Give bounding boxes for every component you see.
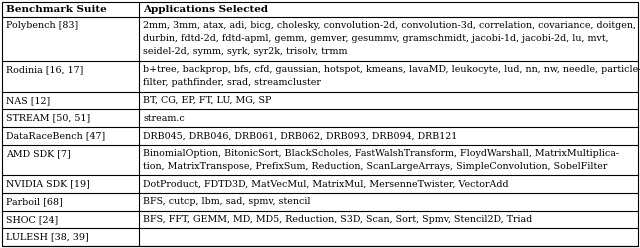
Text: 2mm, 3mm, atax, adi, bicg, cholesky, convolution-2d, convolution-3d, correlation: 2mm, 3mm, atax, adi, bicg, cholesky, con…: [143, 21, 636, 30]
Text: NAS [12]: NAS [12]: [6, 96, 51, 105]
Text: STREAM [50, 51]: STREAM [50, 51]: [6, 114, 91, 123]
Text: NVIDIA SDK [19]: NVIDIA SDK [19]: [6, 180, 90, 189]
Text: tion, MatrixTranspose, PrefixSum, Reduction, ScanLargeArrays, SimpleConvolution,: tion, MatrixTranspose, PrefixSum, Reduct…: [143, 162, 607, 171]
Text: DotProduct, FDTD3D, MatVecMul, MatrixMul, MersenneTwister, VectorAdd: DotProduct, FDTD3D, MatVecMul, MatrixMul…: [143, 180, 509, 189]
Text: Parboil [68]: Parboil [68]: [6, 197, 63, 206]
Text: BT, CG, EP, FT, LU, MG, SP: BT, CG, EP, FT, LU, MG, SP: [143, 96, 271, 105]
Text: durbin, fdtd-2d, fdtd-apml, gemm, gemver, gesummv, gramschmidt, jacobi-1d, jacob: durbin, fdtd-2d, fdtd-apml, gemm, gemver…: [143, 34, 609, 43]
Text: DRB045, DRB046, DRB061, DRB062, DRB093, DRB094, DRB121: DRB045, DRB046, DRB061, DRB062, DRB093, …: [143, 131, 458, 140]
Text: LULESH [38, 39]: LULESH [38, 39]: [6, 233, 89, 242]
Text: Rodinia [16, 17]: Rodinia [16, 17]: [6, 65, 84, 74]
Text: AMD SDK [7]: AMD SDK [7]: [6, 149, 71, 158]
Text: stream.c: stream.c: [143, 114, 185, 123]
Text: Polybench [83]: Polybench [83]: [6, 21, 79, 30]
Text: seidel-2d, symm, syrk, syr2k, trisolv, trmm: seidel-2d, symm, syrk, syr2k, trisolv, t…: [143, 47, 348, 57]
Text: Benchmark Suite: Benchmark Suite: [6, 5, 107, 14]
Text: DataRaceBench [47]: DataRaceBench [47]: [6, 131, 106, 140]
Text: BinomialOption, BitonicSort, BlackScholes, FastWalshTransform, FloydWarshall, Ma: BinomialOption, BitonicSort, BlackSchole…: [143, 149, 620, 158]
Text: BFS, FFT, GEMM, MD, MD5, Reduction, S3D, Scan, Sort, Spmv, Stencil2D, Triad: BFS, FFT, GEMM, MD, MD5, Reduction, S3D,…: [143, 215, 532, 224]
Text: filter, pathfinder, srad, streamcluster: filter, pathfinder, srad, streamcluster: [143, 78, 321, 87]
Text: BFS, cutcp, lbm, sad, spmv, stencil: BFS, cutcp, lbm, sad, spmv, stencil: [143, 197, 310, 206]
Text: Applications Selected: Applications Selected: [143, 5, 268, 14]
Text: SHOC [24]: SHOC [24]: [6, 215, 59, 224]
Text: b+tree, backprop, bfs, cfd, gaussian, hotspot, kmeans, lavaMD, leukocyte, lud, n: b+tree, backprop, bfs, cfd, gaussian, ho…: [143, 65, 640, 74]
